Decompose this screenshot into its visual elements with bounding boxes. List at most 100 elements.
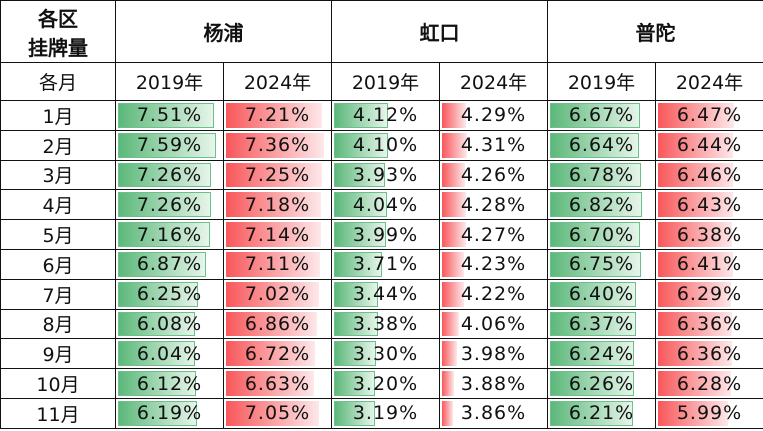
value-text: 4.27% — [460, 223, 527, 246]
table-row: 6月 6.87% 7.11% 3.71% 4.23% 6.75% 6.41% — [0, 248, 763, 280]
data-bar — [334, 371, 376, 396]
value-text: 6.04% — [136, 342, 203, 365]
value-cell: 7.11% — [223, 248, 332, 280]
year-header: 2024年 — [439, 62, 548, 101]
data-bar — [334, 341, 377, 367]
value-text: 4.22% — [460, 283, 527, 306]
value-cell: 6.36% — [655, 308, 763, 340]
year-header: 2024年 — [223, 62, 332, 101]
value-text: 6.87% — [136, 253, 203, 276]
data-bar — [334, 281, 379, 307]
value-cell: 6.40% — [547, 278, 656, 310]
value-text: 4.10% — [352, 134, 419, 157]
value-text: 6.47% — [676, 104, 743, 127]
data-bar — [442, 162, 466, 188]
value-cell: 7.59% — [115, 129, 224, 161]
value-cell: 6.36% — [655, 338, 763, 370]
month-cell: 4月 — [0, 189, 116, 221]
value-cell: 7.36% — [223, 129, 332, 161]
data-bar — [334, 132, 388, 158]
value-cell: 6.41% — [655, 248, 763, 280]
data-bar — [550, 400, 634, 426]
value-text: 7.26% — [136, 193, 203, 216]
data-bar — [658, 371, 732, 396]
value-text: 6.67% — [568, 104, 635, 127]
value-text: 7.21% — [244, 104, 311, 127]
value-text: 6.75% — [568, 253, 635, 276]
data-bar — [334, 162, 386, 188]
month-cell: 2月 — [0, 129, 116, 161]
district-header-yangpu: 杨浦 — [115, 0, 332, 63]
data-bar — [550, 162, 642, 188]
district-header-hongkou: 虹口 — [331, 0, 548, 63]
value-text: 7.36% — [244, 134, 311, 157]
data-bar — [658, 222, 733, 247]
corner-line2: 挂牌量 — [28, 35, 88, 60]
value-text: 6.36% — [676, 342, 743, 365]
value-cell: 4.28% — [439, 189, 548, 221]
month-cell: 10月 — [0, 368, 116, 399]
data-bar — [658, 192, 734, 218]
value-text: 4.04% — [352, 193, 419, 216]
month-cell: 8月 — [0, 308, 116, 340]
value-text: 6.44% — [676, 134, 743, 157]
value-cell: 3.71% — [331, 248, 440, 280]
value-cell: 3.93% — [331, 159, 440, 191]
value-cell: 5.99% — [655, 397, 763, 429]
value-cell: 6.64% — [547, 129, 656, 161]
value-text: 6.12% — [136, 372, 203, 395]
data-bar — [658, 281, 732, 307]
data-bar — [550, 251, 642, 277]
value-cell: 6.08% — [115, 308, 224, 340]
value-cell: 4.29% — [439, 100, 548, 131]
data-bar — [334, 251, 383, 277]
value-cell: 6.19% — [115, 397, 224, 429]
data-bar — [658, 251, 733, 277]
value-cell: 6.78% — [547, 159, 656, 191]
value-cell: 6.26% — [547, 368, 656, 399]
value-cell: 7.18% — [223, 189, 332, 221]
value-text: 6.26% — [568, 372, 635, 395]
value-text: 6.38% — [676, 223, 743, 246]
value-cell: 3.86% — [439, 397, 548, 429]
year-header: 2019年 — [547, 62, 656, 101]
table-row: 8月 6.08% 6.86% 3.38% 4.06% 6.37% 6.36% — [0, 308, 763, 340]
data-bar — [658, 103, 734, 128]
data-bar — [442, 311, 460, 337]
table-row: 11月 6.19% 7.05% 3.19% 3.86% 6.21% 5.99% — [0, 397, 763, 429]
value-text: 7.51% — [136, 104, 203, 127]
table-row: 2月 7.59% 7.36% 4.10% 4.31% 6.64% 6.44% — [0, 129, 763, 161]
value-text: 6.82% — [568, 193, 635, 216]
value-cell: 4.10% — [331, 129, 440, 161]
value-cell: 4.23% — [439, 248, 548, 280]
table-row: 4月 7.26% 7.18% 4.04% 4.28% 6.82% 6.43% — [0, 189, 763, 221]
data-bar — [550, 341, 634, 367]
value-cell: 7.25% — [223, 159, 332, 191]
value-text: 3.93% — [352, 163, 419, 186]
value-text: 3.99% — [352, 223, 419, 246]
value-text: 3.88% — [460, 372, 527, 395]
data-bar — [442, 132, 467, 158]
value-cell: 6.24% — [547, 338, 656, 370]
table-row: 9月 6.04% 6.72% 3.30% 3.98% 6.24% 6.36% — [0, 338, 763, 370]
data-bar — [658, 132, 734, 158]
data-bar — [658, 400, 728, 426]
value-cell: 7.02% — [223, 278, 332, 310]
value-text: 6.72% — [244, 342, 311, 365]
value-text: 6.78% — [568, 163, 635, 186]
month-cell: 9月 — [0, 338, 116, 370]
value-text: 6.70% — [568, 223, 635, 246]
table-row: 5月 7.16% 7.14% 3.99% 4.27% 6.70% 6.38% — [0, 219, 763, 250]
data-bar — [226, 222, 321, 247]
data-bar — [226, 400, 320, 426]
data-bar — [442, 251, 465, 277]
value-text: 3.71% — [352, 253, 419, 276]
value-cell: 6.70% — [547, 219, 656, 250]
value-cell: 6.75% — [547, 248, 656, 280]
value-text: 6.19% — [136, 402, 203, 425]
value-text: 6.28% — [676, 372, 743, 395]
value-cell: 3.88% — [439, 368, 548, 399]
corner-line1: 各区 — [38, 6, 78, 31]
table-row: 10月 6.12% 6.63% 3.20% 3.88% 6.26% 6.28% — [0, 368, 763, 399]
data-bar — [658, 162, 734, 188]
